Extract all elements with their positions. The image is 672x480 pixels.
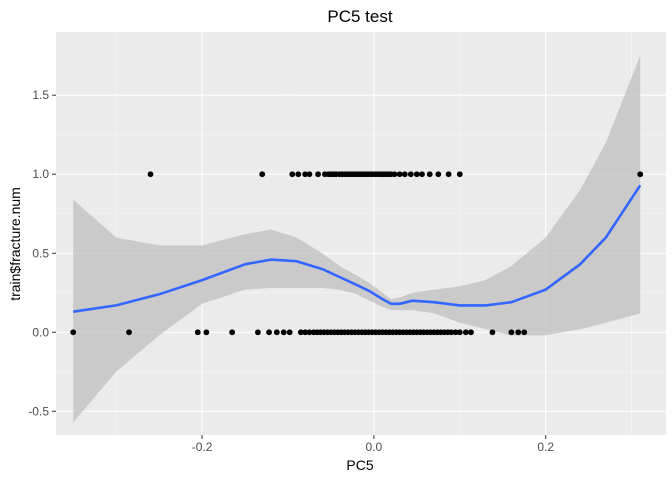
data-point xyxy=(435,171,442,178)
data-point xyxy=(126,329,132,336)
plot-panel xyxy=(56,32,666,435)
data-point xyxy=(259,171,266,178)
data-point xyxy=(462,329,469,336)
data-point xyxy=(302,329,309,336)
data-point xyxy=(413,171,420,178)
confidence-ribbon xyxy=(73,55,641,423)
x-tick-label: 0.2 xyxy=(537,440,554,454)
data-point xyxy=(456,171,463,178)
data-point xyxy=(407,171,414,178)
x-axis-title: PC5 xyxy=(346,457,373,473)
data-point xyxy=(456,329,463,336)
data-point xyxy=(396,171,403,178)
smooth-line xyxy=(73,184,642,313)
data-point xyxy=(521,329,528,336)
data-point xyxy=(452,329,459,336)
data-point xyxy=(637,171,644,178)
y-tick-label: 0.5 xyxy=(32,246,49,260)
data-point xyxy=(302,171,309,178)
x-tick-label: 0.0 xyxy=(366,440,383,454)
data-point xyxy=(229,329,236,336)
data-point xyxy=(295,171,302,178)
data-point xyxy=(315,171,321,178)
data-point xyxy=(266,329,272,336)
data-point xyxy=(401,171,408,178)
data-point xyxy=(147,171,154,178)
y-tick-label: 0.0 xyxy=(32,325,49,339)
data-point xyxy=(515,329,522,336)
data-point xyxy=(508,329,515,336)
data-point xyxy=(194,329,201,336)
data-point xyxy=(445,171,452,178)
data-point xyxy=(419,171,425,178)
y-tick-label: 1.5 xyxy=(32,88,49,102)
data-point xyxy=(70,329,77,336)
data-point xyxy=(489,329,496,336)
data-point xyxy=(297,329,304,336)
data-point xyxy=(203,329,210,336)
x-tick-label: -0.2 xyxy=(192,440,213,454)
data-point xyxy=(286,329,293,336)
x-axis: -0.2 0.0 0.2 xyxy=(192,435,554,454)
data-point xyxy=(306,329,313,336)
data-point xyxy=(280,329,287,336)
data-point xyxy=(306,171,313,178)
data-point xyxy=(273,329,280,336)
data-point xyxy=(468,329,474,336)
y-axis: -0.5 0.0 0.5 1.0 1.5 xyxy=(28,88,56,418)
data-point xyxy=(391,171,398,178)
y-axis-title: train$fracture.num xyxy=(7,187,23,301)
data-point xyxy=(255,329,261,336)
data-point xyxy=(289,171,296,178)
data-point xyxy=(426,171,433,178)
y-tick-label: 1.0 xyxy=(32,167,49,181)
chart-title: PC5 test xyxy=(327,7,392,26)
data-point xyxy=(448,329,455,336)
y-tick-label: -0.5 xyxy=(28,404,49,418)
